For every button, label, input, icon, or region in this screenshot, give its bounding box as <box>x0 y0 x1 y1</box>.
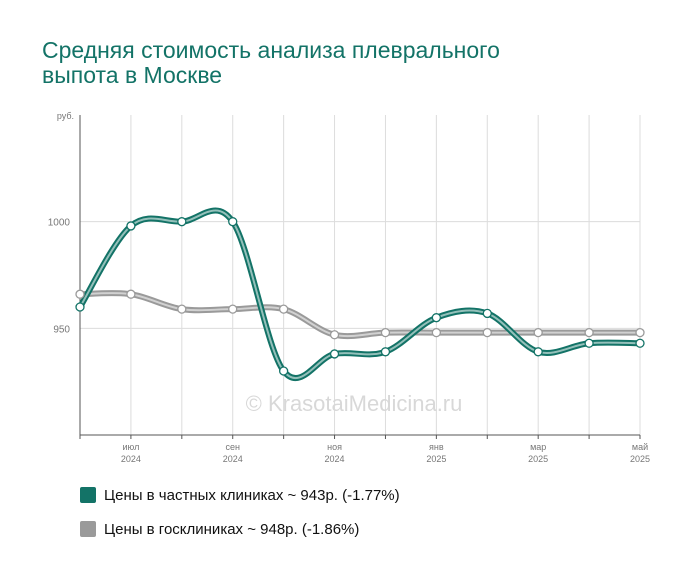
tick-labels: 950 1000 руб. июл 2024 сен 2024 ноя 2024 янв 2025 м… <box>48 111 650 464</box>
legend-item-public: Цены в госклиниках ~ 948р. (-1.86%) <box>80 518 400 540</box>
x-tick-label-year: 2025 <box>528 454 548 464</box>
x-tick-label-year: 2024 <box>121 454 141 464</box>
legend-item-private: Цены в частных клиниках ~ 943р. (-1.77%) <box>80 484 400 506</box>
data-point <box>177 217 187 227</box>
data-point <box>329 349 340 359</box>
data-point <box>177 304 187 314</box>
x-tick-label-year: 2025 <box>426 454 446 464</box>
watermark: © KrasotaiMedicina.ru <box>246 391 463 416</box>
x-tick-label-year: 2024 <box>325 454 345 464</box>
x-tick-label-month: май <box>632 442 648 452</box>
x-tick-label-month: мар <box>530 442 546 452</box>
legend: Цены в частных клиниках ~ 943р. (-1.77%)… <box>80 484 400 540</box>
y-tick-label: 1000 <box>48 218 71 229</box>
y-tick-label: 950 <box>53 324 70 335</box>
series-lines <box>77 207 643 381</box>
chart-title: Средняя стоимость анализа плеврального в… <box>42 37 500 88</box>
data-point <box>482 308 492 319</box>
legend-label-public: Цены в госклиниках ~ 948р. (-1.86%) <box>104 520 360 538</box>
data-point <box>278 366 289 376</box>
series-line-outer <box>77 290 643 340</box>
x-tick-label-year: 2024 <box>223 454 243 464</box>
series-points <box>75 217 645 376</box>
data-point <box>431 327 442 338</box>
grid <box>79 115 641 435</box>
data-point <box>126 221 136 231</box>
data-point <box>228 217 238 227</box>
data-point <box>126 289 136 299</box>
data-point <box>380 327 391 338</box>
x-tick-label-month: ноя <box>327 442 342 452</box>
data-point <box>584 327 594 338</box>
x-tick-label-month: янв <box>429 442 444 452</box>
x-tick-label-year: 2025 <box>630 454 650 464</box>
data-point <box>584 338 594 348</box>
x-tick-label-month: сен <box>225 442 240 452</box>
axes <box>79 115 641 439</box>
y-unit-label: руб. <box>57 111 74 121</box>
data-point <box>431 313 442 323</box>
data-point <box>228 304 238 314</box>
data-point <box>380 347 391 357</box>
data-point <box>75 289 85 299</box>
data-point <box>75 302 85 312</box>
data-point <box>329 330 340 340</box>
data-point <box>482 327 492 338</box>
data-point <box>635 327 645 338</box>
data-point <box>278 304 289 314</box>
legend-label-private: Цены в частных клиниках ~ 943р. (-1.77%) <box>104 486 400 504</box>
data-point <box>533 327 543 338</box>
data-point <box>635 338 645 348</box>
data-point <box>533 347 543 357</box>
legend-swatch-public <box>80 521 96 537</box>
x-tick-label-month: июл <box>122 442 139 452</box>
legend-swatch-private <box>80 487 96 503</box>
